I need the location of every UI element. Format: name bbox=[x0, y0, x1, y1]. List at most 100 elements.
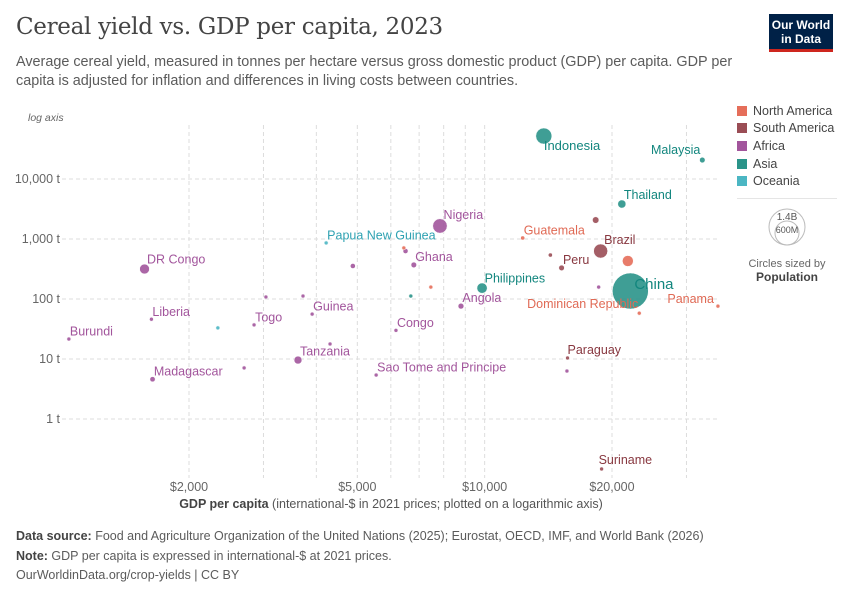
data-point[interactable] bbox=[350, 263, 356, 269]
data-point-liberia[interactable] bbox=[149, 316, 154, 322]
point-label: Philippines bbox=[485, 271, 545, 285]
data-point-suriname[interactable] bbox=[599, 466, 604, 472]
note-text: GDP per capita is expressed in internati… bbox=[47, 548, 392, 563]
point-label: Liberia bbox=[152, 305, 190, 319]
data-point-nigeria[interactable] bbox=[432, 218, 448, 234]
y-tick-label: 100 t bbox=[32, 292, 60, 306]
legend-swatch bbox=[737, 123, 747, 134]
legend-item-oceania[interactable]: Oceania bbox=[737, 172, 834, 190]
logo-line-2: in Data bbox=[780, 32, 821, 46]
data-point-angola[interactable] bbox=[457, 303, 465, 310]
data-point-tanzania[interactable] bbox=[293, 355, 303, 365]
x-tick-label: $10,000 bbox=[462, 480, 507, 494]
data-point-indonesia[interactable] bbox=[535, 127, 553, 145]
owid-logo[interactable]: Our World in Data bbox=[769, 14, 833, 52]
data-point-madagascar[interactable] bbox=[149, 376, 156, 383]
point-label: China bbox=[634, 276, 674, 293]
legend-label: Oceania bbox=[753, 174, 800, 189]
footer-url[interactable]: OurWorldinData.org/crop-yields | CC BY bbox=[16, 568, 240, 582]
legend-item-africa[interactable]: Africa bbox=[737, 137, 834, 155]
data-point-philippines[interactable] bbox=[476, 282, 488, 294]
data-point[interactable] bbox=[408, 293, 414, 299]
data-point-togo[interactable] bbox=[251, 322, 257, 328]
chart-title: Cereal yield vs. GDP per capita, 2023 bbox=[16, 14, 443, 40]
x-axis-label-rest: (international-$ in 2021 prices; plotted… bbox=[269, 497, 603, 511]
source-label: Data source: bbox=[16, 529, 92, 543]
data-point-paraguay[interactable] bbox=[565, 355, 570, 361]
legend-label: North America bbox=[753, 103, 833, 118]
region-legend: North America South America Africa Asia Ocea… bbox=[737, 102, 834, 190]
size-legend: 1.4B 600M Circles sized by Population bbox=[737, 198, 837, 284]
y-tick-label: 1 t bbox=[46, 412, 60, 426]
point-label: Dominican Republic bbox=[527, 297, 638, 311]
data-point[interactable] bbox=[241, 365, 247, 371]
data-point-guinea[interactable] bbox=[309, 311, 315, 317]
data-point-malaysia[interactable] bbox=[699, 156, 706, 164]
data-point-thailand[interactable] bbox=[617, 199, 627, 209]
size-legend-small-circle bbox=[774, 220, 800, 246]
legend-item-north-america[interactable]: North America bbox=[737, 102, 834, 120]
data-point[interactable] bbox=[592, 216, 600, 224]
legend-swatch bbox=[737, 176, 747, 187]
point-label: Indonesia bbox=[544, 138, 601, 153]
legend-item-asia[interactable]: Asia bbox=[737, 155, 834, 173]
size-legend-small-label: 600M bbox=[776, 225, 799, 235]
data-point[interactable] bbox=[215, 325, 221, 331]
point-label: Guinea bbox=[313, 300, 353, 314]
data-point[interactable] bbox=[548, 252, 553, 258]
data-point[interactable] bbox=[263, 294, 269, 300]
data-point[interactable] bbox=[596, 284, 601, 290]
legend-swatch bbox=[737, 105, 747, 116]
data-point-congo[interactable] bbox=[393, 328, 399, 333]
point-label: Madagascar bbox=[154, 364, 223, 378]
point-label: Nigeria bbox=[444, 208, 484, 222]
data-point-papua-new-guinea[interactable] bbox=[323, 240, 329, 246]
data-point-ghana[interactable] bbox=[410, 261, 417, 268]
x-axis-label-bold: GDP per capita bbox=[179, 497, 269, 511]
point-label: Papua New Guinea bbox=[327, 229, 435, 243]
x-axis-label: GDP per capita (international-$ in 2021 … bbox=[179, 497, 603, 511]
note-label: Note: bbox=[16, 548, 48, 563]
size-legend-caption: Circles sized by bbox=[748, 258, 826, 270]
data-point[interactable] bbox=[564, 368, 570, 374]
points-layer bbox=[66, 127, 721, 472]
data-point-sao-tome-and-principe[interactable] bbox=[373, 372, 379, 378]
data-point-dr-congo[interactable] bbox=[139, 263, 150, 275]
y-tick-label: 1,000 t bbox=[22, 232, 61, 246]
data-point-brazil[interactable] bbox=[593, 243, 608, 259]
data-point[interactable] bbox=[401, 245, 407, 251]
legend-swatch bbox=[737, 140, 747, 151]
size-legend-big-label: 1.4B bbox=[777, 212, 798, 223]
legend-label: Asia bbox=[753, 156, 778, 171]
point-label: Thailand bbox=[624, 188, 672, 202]
y-axis-label: log axis bbox=[28, 112, 64, 124]
size-legend-circles: 1.4B 600M bbox=[768, 208, 806, 246]
point-label: Brazil bbox=[604, 233, 635, 247]
point-label: Angola bbox=[462, 291, 501, 305]
legend-swatch bbox=[737, 158, 747, 169]
point-label: Burundi bbox=[70, 325, 113, 339]
footer: Data source: Food and Agriculture Organi… bbox=[16, 527, 704, 586]
point-label: Malaysia bbox=[651, 143, 700, 157]
scatter-plot: 1 t 10 t 100 t 1,000 t 10,000 t $2,000 $5,000 $… bbox=[15, 112, 721, 511]
size-legend-variable: Population bbox=[756, 270, 818, 284]
point-label: Tanzania bbox=[300, 344, 350, 358]
data-point-guatemala[interactable] bbox=[520, 235, 525, 241]
data-point[interactable] bbox=[428, 284, 434, 290]
point-label: Congo bbox=[397, 316, 434, 330]
data-point-panama[interactable] bbox=[715, 303, 721, 309]
point-label: Togo bbox=[255, 311, 282, 325]
point-label: Paraguay bbox=[568, 343, 622, 357]
data-point-peru[interactable] bbox=[558, 264, 565, 271]
data-point-dominican-republic[interactable] bbox=[637, 310, 642, 316]
point-label: DR Congo bbox=[147, 253, 205, 267]
legend-item-south-america[interactable]: South America bbox=[737, 120, 834, 138]
data-point[interactable] bbox=[622, 255, 634, 267]
x-tick-label: $20,000 bbox=[589, 480, 634, 494]
data-point-burundi[interactable] bbox=[66, 336, 72, 342]
chart-subtitle: Average cereal yield, measured in tonnes… bbox=[16, 54, 733, 89]
data-point[interactable] bbox=[300, 293, 306, 299]
point-label: Guatemala bbox=[524, 224, 585, 238]
data-point[interactable] bbox=[327, 341, 333, 347]
data-point-china[interactable] bbox=[612, 272, 649, 310]
